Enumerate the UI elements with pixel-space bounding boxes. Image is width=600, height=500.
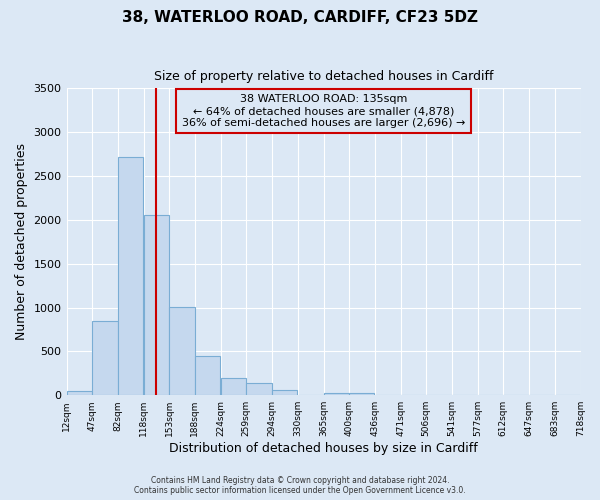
Bar bbox=[221, 378, 247, 395]
Y-axis label: Number of detached properties: Number of detached properties bbox=[15, 144, 28, 340]
Bar bbox=[247, 383, 272, 395]
Bar bbox=[92, 320, 118, 395]
Bar bbox=[169, 306, 194, 395]
Bar bbox=[272, 390, 298, 395]
Bar bbox=[323, 392, 349, 395]
Title: Size of property relative to detached houses in Cardiff: Size of property relative to detached ho… bbox=[154, 70, 493, 83]
Bar bbox=[349, 394, 374, 395]
Bar bbox=[144, 214, 169, 395]
Bar bbox=[67, 391, 92, 395]
Text: Contains HM Land Registry data © Crown copyright and database right 2024.
Contai: Contains HM Land Registry data © Crown c… bbox=[134, 476, 466, 495]
Bar bbox=[194, 356, 220, 395]
X-axis label: Distribution of detached houses by size in Cardiff: Distribution of detached houses by size … bbox=[169, 442, 478, 455]
Text: 38 WATERLOO ROAD: 135sqm
← 64% of detached houses are smaller (4,878)
36% of sem: 38 WATERLOO ROAD: 135sqm ← 64% of detach… bbox=[182, 94, 465, 128]
Text: 38, WATERLOO ROAD, CARDIFF, CF23 5DZ: 38, WATERLOO ROAD, CARDIFF, CF23 5DZ bbox=[122, 10, 478, 25]
Bar bbox=[118, 156, 143, 395]
